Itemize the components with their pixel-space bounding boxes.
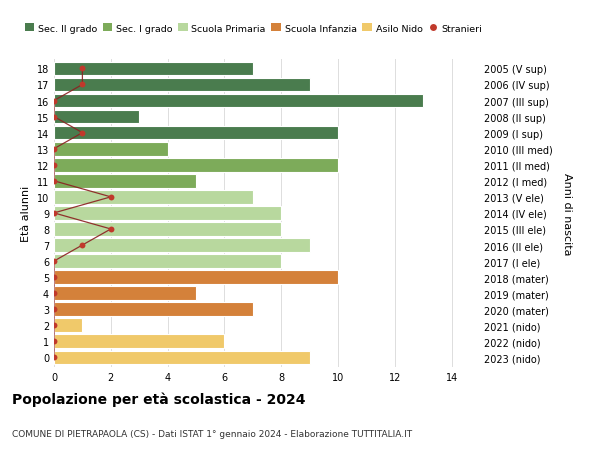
Bar — [54, 143, 167, 156]
Bar — [54, 319, 82, 332]
Legend: Sec. II grado, Sec. I grado, Scuola Primaria, Scuola Infanzia, Asilo Nido, Stran: Sec. II grado, Sec. I grado, Scuola Prim… — [25, 24, 482, 34]
Point — [49, 306, 59, 313]
Bar — [54, 255, 281, 269]
Bar — [54, 174, 196, 188]
Point — [49, 210, 59, 217]
Bar — [54, 78, 310, 92]
Point — [49, 274, 59, 281]
Bar — [54, 190, 253, 204]
Bar — [54, 223, 281, 236]
Point — [49, 162, 59, 169]
Point — [49, 354, 59, 361]
Point — [106, 226, 116, 233]
Bar — [54, 351, 310, 364]
Point — [49, 290, 59, 297]
Bar — [54, 335, 224, 348]
Point — [49, 146, 59, 153]
Point — [49, 114, 59, 121]
Point — [49, 258, 59, 265]
Bar — [54, 62, 253, 76]
Text: COMUNE DI PIETRAPAOLA (CS) - Dati ISTAT 1° gennaio 2024 - Elaborazione TUTTITALI: COMUNE DI PIETRAPAOLA (CS) - Dati ISTAT … — [12, 429, 412, 438]
Bar — [54, 239, 310, 252]
Bar — [54, 95, 423, 108]
Y-axis label: Età alunni: Età alunni — [21, 185, 31, 241]
Y-axis label: Anni di nascita: Anni di nascita — [562, 172, 572, 255]
Point — [77, 82, 87, 89]
Point — [49, 178, 59, 185]
Bar — [54, 158, 338, 172]
Bar — [54, 271, 338, 284]
Point — [49, 338, 59, 345]
Bar — [54, 111, 139, 124]
Point — [77, 242, 87, 249]
Point — [77, 66, 87, 73]
Bar — [54, 127, 338, 140]
Text: Popolazione per età scolastica - 2024: Popolazione per età scolastica - 2024 — [12, 392, 305, 406]
Bar — [54, 287, 196, 300]
Bar — [54, 303, 253, 316]
Point — [49, 98, 59, 105]
Point — [77, 130, 87, 137]
Point — [106, 194, 116, 201]
Point — [49, 322, 59, 329]
Bar — [54, 207, 281, 220]
